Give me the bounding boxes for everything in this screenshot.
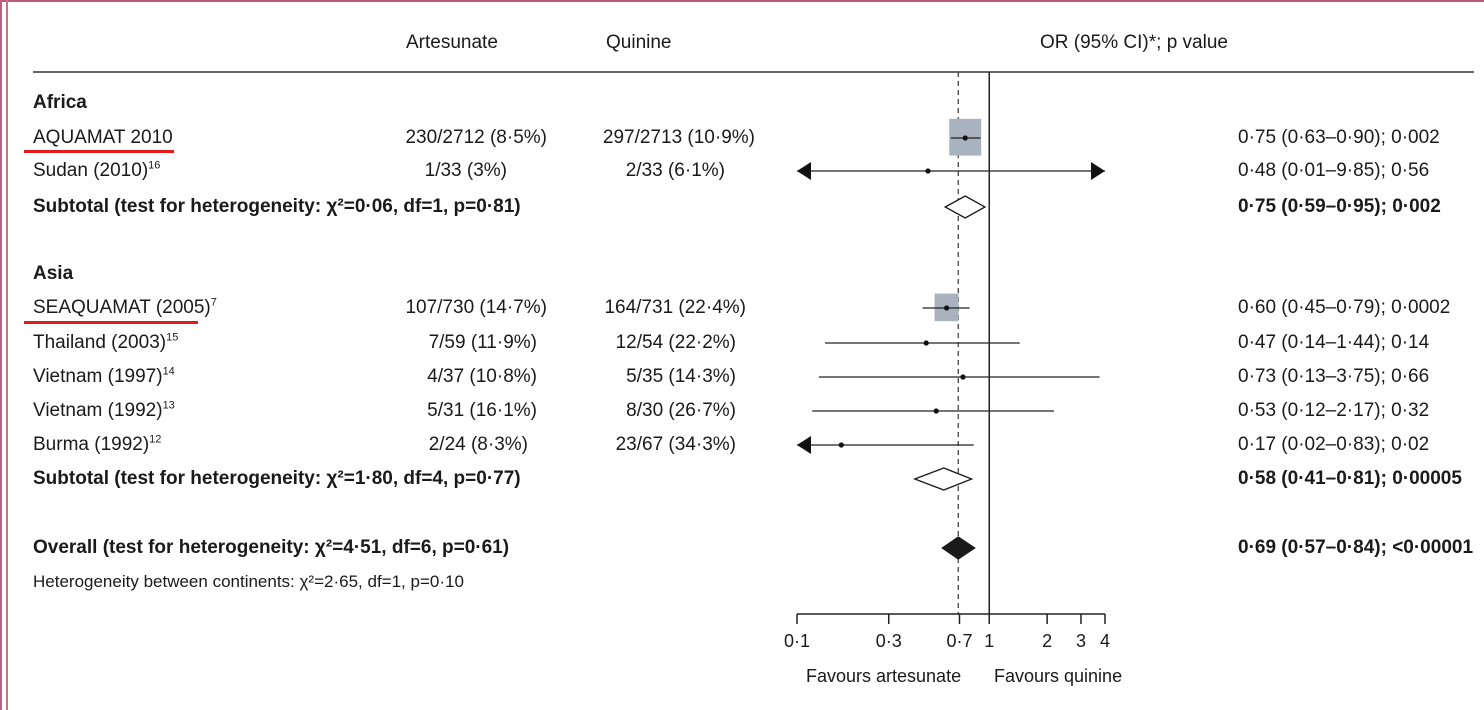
between-continents-note: Heterogeneity between continents: χ²=2·6… [33, 572, 464, 591]
point-estimate [925, 168, 931, 174]
arrow-left [797, 436, 811, 454]
subtotal-or: 0·58 (0·41–0·81); 0·00005 [1238, 468, 1462, 489]
x-tick-label: 4 [1100, 631, 1110, 651]
group-title-asia: Asia [33, 263, 74, 284]
quinine-cell: 8/30 (26·7%) [626, 400, 736, 421]
or-cell: 0·75 (0·63–0·90); 0·002 [1238, 127, 1440, 148]
favours-right-label: Favours quinine [994, 666, 1123, 686]
quinine-cell: 5/35 (14·3%) [626, 366, 736, 387]
figure-frame-left-inner [6, 0, 8, 710]
study-name: Burma (1992)12 [33, 433, 162, 455]
point-estimate [944, 305, 950, 311]
artesunate-cell: 1/33 (3%) [424, 160, 507, 181]
or-cell: 0·73 (0·13–3·75); 0·66 [1238, 366, 1430, 387]
header-or: OR (95% CI)*; p value [1040, 32, 1228, 53]
quinine-cell: 23/67 (34·3%) [615, 434, 736, 455]
overall-label: Overall (test for heterogeneity: χ²=4·51… [33, 537, 510, 558]
study-name: Vietnam (1997)14 [33, 365, 175, 387]
artesunate-cell: 5/31 (16·1%) [427, 400, 537, 421]
quinine-cell: 297/2713 (10·9%) [602, 127, 755, 148]
quinine-cell: 164/731 (22·4%) [604, 297, 746, 318]
x-tick-label: 0·1 [784, 631, 810, 651]
diamond-9 [941, 536, 976, 560]
figure-frame-top [0, 0, 1484, 8]
study-name: Thailand (2003)15 [33, 331, 179, 353]
artesunate-cell: 2/24 (8·3%) [428, 434, 528, 455]
subtotal-label: Subtotal (test for heterogeneity: χ²=1·8… [33, 468, 521, 489]
diamond-8 [912, 467, 974, 491]
study-name: Sudan (2010)16 [33, 159, 161, 181]
artesunate-cell: 230/2712 (8·5%) [405, 127, 547, 148]
or-cell: 0·53 (0·12–2·17); 0·32 [1238, 400, 1430, 421]
header-quinine: Quinine [606, 32, 672, 53]
subtotal-or: 0·75 (0·59–0·95); 0·002 [1238, 196, 1441, 217]
point-estimate [838, 442, 844, 448]
group-title-africa: Africa [33, 92, 87, 113]
study-name: SEAQUAMAT (2005)7 [33, 296, 217, 318]
x-tick-label: 2 [1042, 631, 1052, 651]
point-estimate [923, 340, 929, 346]
x-tick-label: 1 [984, 631, 994, 651]
arrow-left [797, 162, 811, 180]
study-name: Vietnam (1992)13 [33, 399, 175, 421]
study-underline [24, 150, 174, 153]
favours-left-label: Favours artesunate [806, 666, 962, 686]
point-estimate [960, 374, 966, 380]
or-cell: 0·17 (0·02–0·83); 0·02 [1238, 434, 1430, 455]
or-cell: 0·47 (0·14–1·44); 0·14 [1238, 332, 1430, 353]
overall-or: 0·69 (0·57–0·84); <0·00001 [1238, 537, 1474, 558]
artesunate-cell: 107/730 (14·7%) [405, 297, 547, 318]
point-estimate [962, 135, 968, 141]
or-cell: 0·48 (0·01–9·85); 0·56 [1238, 160, 1430, 181]
study-underline [24, 321, 198, 324]
artesunate-cell: 7/59 (11·9%) [428, 332, 537, 353]
point-estimate [933, 408, 939, 414]
x-tick-label: 0·7 [946, 631, 972, 651]
header-artesunate: Artesunate [406, 32, 498, 53]
x-tick-label: 3 [1076, 631, 1086, 651]
subtotal-label: Subtotal (test for heterogeneity: χ²=0·0… [33, 196, 521, 217]
quinine-cell: 2/33 (6·1%) [625, 160, 725, 181]
or-cell: 0·60 (0·45–0·79); 0·0002 [1238, 297, 1451, 318]
quinine-cell: 12/54 (22·2%) [615, 332, 736, 353]
figure-frame-left [0, 0, 2, 710]
diamond-2 [943, 195, 987, 219]
study-name: AQUAMAT 2010 [33, 127, 173, 148]
x-tick-label: 0·3 [876, 631, 902, 651]
artesunate-cell: 4/37 (10·8%) [427, 366, 537, 387]
arrow-right [1091, 162, 1105, 180]
